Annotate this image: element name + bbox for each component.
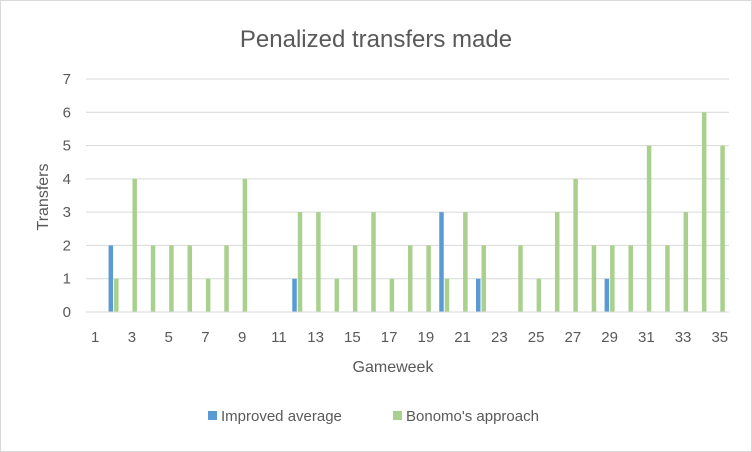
x-tick-label: 35 bbox=[711, 329, 728, 346]
bar-bonomos-approach-gw9 bbox=[242, 178, 248, 312]
bar-improved-average-gw12 bbox=[292, 278, 297, 312]
x-tick-label: 3 bbox=[128, 329, 136, 346]
x-tick-label: 21 bbox=[454, 329, 471, 346]
y-tick-label: 7 bbox=[63, 71, 71, 88]
x-tick-label: 9 bbox=[238, 329, 246, 346]
legend-swatch bbox=[208, 411, 217, 420]
y-tick-label: 4 bbox=[63, 171, 71, 188]
y-tick-label: 5 bbox=[63, 138, 71, 155]
gridlines bbox=[86, 78, 729, 280]
bar-bonomos-approach-gw17 bbox=[389, 278, 395, 312]
bar-bonomos-approach-gw3 bbox=[132, 178, 137, 312]
y-tick-labels: 0 1 2 3 4 5 6 7 bbox=[63, 71, 71, 321]
y-tick-label: 0 bbox=[63, 304, 71, 321]
x-tick-label: 27 bbox=[564, 329, 581, 346]
bar-bonomos-approach-gw6 bbox=[187, 245, 193, 312]
bar-improved-average-gw20 bbox=[439, 212, 444, 312]
bar-bonomos-approach-gw26 bbox=[554, 212, 560, 312]
bar-bonomos-approach-gw8 bbox=[224, 245, 229, 312]
bar-bonomos-approach-gw7 bbox=[205, 278, 211, 312]
x-tick-label: 17 bbox=[381, 329, 398, 346]
bar-bonomos-approach-gw15 bbox=[352, 245, 358, 312]
x-tick-label: 33 bbox=[675, 329, 692, 346]
bar-bonomos-approach-gw34 bbox=[701, 112, 707, 313]
bar-bonomos-approach-gw32 bbox=[665, 245, 670, 312]
bar-improved-average-gw29 bbox=[604, 278, 610, 312]
bar-bonomos-approach-gw35 bbox=[720, 145, 725, 312]
bar-bonomos-approach-gw12 bbox=[297, 212, 303, 312]
bar-bonomos-approach-gw24 bbox=[518, 245, 523, 312]
bar-bonomos-approach-gw4 bbox=[150, 245, 156, 312]
legend-swatch bbox=[393, 411, 402, 420]
x-tick-label: 11 bbox=[271, 329, 287, 346]
chart-title: Penalized transfers made bbox=[240, 26, 512, 53]
bar-bonomos-approach-gw13 bbox=[316, 212, 321, 312]
bar-bonomos-approach-gw31 bbox=[646, 145, 652, 312]
bar-improved-average-gw22 bbox=[475, 278, 481, 312]
x-axis-title: Gameweek bbox=[353, 359, 435, 376]
y-tick-label: 1 bbox=[63, 271, 71, 288]
x-tick-label: 7 bbox=[201, 329, 209, 346]
legend-label: Improved average bbox=[221, 408, 342, 425]
bar-bonomos-approach-gw29 bbox=[610, 245, 615, 312]
bar-bonomos-approach-gw28 bbox=[591, 245, 597, 312]
x-tick-label: 5 bbox=[164, 329, 172, 346]
bar-bonomos-approach-gw30 bbox=[628, 245, 633, 312]
y-tick-label: 3 bbox=[63, 204, 71, 221]
x-tick-labels: 1 3 5 7 9 11 13 15 17 19 21 23 25 27 29 31 33 35 bbox=[91, 329, 728, 346]
x-tick-label: 25 bbox=[528, 329, 545, 346]
bar-improved-average-gw2 bbox=[108, 245, 114, 312]
x-tick-label: 19 bbox=[418, 329, 435, 346]
bar-bonomos-approach-gw2 bbox=[114, 278, 119, 312]
x-tick-label: 1 bbox=[91, 329, 99, 346]
bar-bonomos-approach-gw16 bbox=[371, 212, 376, 312]
legend-label: Bonomo's approach bbox=[406, 408, 539, 425]
x-tick-label: 23 bbox=[491, 329, 508, 346]
bar-bonomos-approach-gw25 bbox=[536, 278, 542, 312]
x-tick-label: 31 bbox=[638, 329, 655, 346]
bar-bonomos-approach-gw21 bbox=[463, 212, 468, 312]
bar-bonomos-approach-gw27 bbox=[573, 178, 578, 312]
bar-bonomos-approach-gw19 bbox=[426, 245, 431, 312]
bar-bonomos-approach-gw5 bbox=[169, 245, 174, 312]
legend: Improved average Bonomo's approach bbox=[208, 408, 539, 425]
x-tick-label: 29 bbox=[601, 329, 618, 346]
y-axis-title: Transfers bbox=[35, 164, 52, 231]
x-tick-label: 13 bbox=[307, 329, 324, 346]
bar-bonomos-approach-gw14 bbox=[334, 278, 340, 312]
x-tick-label: 15 bbox=[344, 329, 361, 346]
y-tick-label: 6 bbox=[63, 104, 71, 121]
bar-bonomos-approach-gw33 bbox=[683, 212, 689, 312]
bars bbox=[108, 112, 725, 313]
bar-bonomos-approach-gw22 bbox=[481, 245, 486, 312]
bar-bonomos-approach-gw20 bbox=[444, 278, 450, 312]
bar-bonomos-approach-gw18 bbox=[408, 245, 413, 312]
y-tick-label: 2 bbox=[63, 237, 71, 254]
